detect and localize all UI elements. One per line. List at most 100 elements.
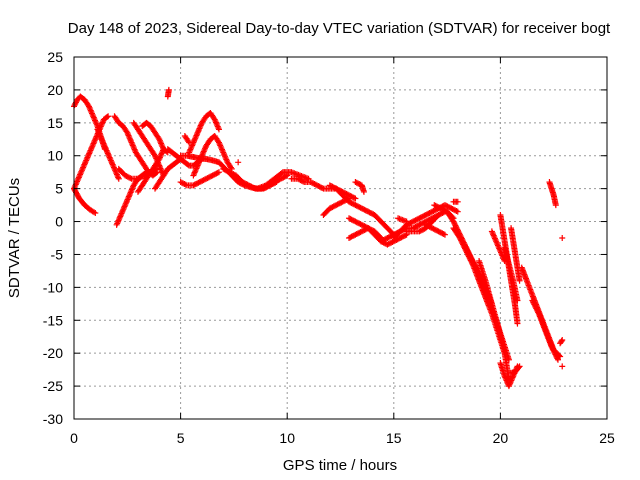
x-tick-label: 5	[177, 430, 185, 446]
data-point-marker	[115, 175, 122, 182]
data-point-marker	[472, 263, 479, 270]
data-point-marker	[376, 233, 383, 240]
data-point-marker	[456, 235, 463, 241]
data-point-marker	[461, 241, 468, 248]
data-point-marker	[72, 100, 79, 107]
data-point-marker	[550, 347, 557, 354]
data-point-marker	[186, 139, 193, 146]
data-point-marker	[552, 202, 559, 209]
data-point-marker	[351, 194, 358, 201]
y-tick-label: -5	[51, 246, 64, 262]
data-point-marker	[466, 252, 473, 259]
data-point-marker	[127, 175, 134, 182]
data-point-marker	[516, 277, 523, 284]
data-point-marker	[182, 181, 189, 188]
data-point-marker	[185, 138, 192, 145]
series-arc-32	[395, 215, 410, 225]
data-point-marker	[515, 364, 522, 371]
x-axis-title: GPS time / hours	[283, 457, 397, 474]
y-tick-label: 10	[47, 148, 63, 164]
series-arc-49	[559, 363, 566, 370]
data-point-marker	[214, 169, 221, 176]
data-point-marker	[516, 363, 523, 370]
series-arc-26	[346, 225, 385, 241]
data-point-marker	[468, 256, 475, 263]
data-point-marker	[215, 169, 222, 176]
data-point-marker	[559, 363, 566, 370]
series-arc-13	[164, 86, 172, 100]
series-arc-19	[254, 169, 312, 192]
series-arc-43	[508, 225, 523, 284]
data-point-marker	[462, 244, 469, 251]
data-point-marker	[458, 237, 465, 244]
y-tick-label: 20	[47, 82, 63, 98]
data-point-marker	[551, 348, 558, 355]
data-point-marker	[552, 351, 559, 358]
y-tick-label: -20	[43, 345, 63, 361]
data-point-marker	[457, 236, 464, 243]
data-point-marker	[440, 231, 447, 238]
data-point-marker	[451, 221, 458, 228]
data-point-marker	[531, 301, 538, 308]
data-point-marker	[352, 195, 359, 202]
data-point-marker	[344, 196, 351, 203]
data-point-marker	[559, 235, 566, 241]
data-point-marker	[227, 164, 234, 171]
series-arc-11	[152, 156, 184, 192]
series-arc-48	[557, 337, 566, 347]
series-arc-44	[488, 228, 508, 265]
series-arc-24	[320, 195, 353, 218]
series-arc-02	[71, 113, 112, 192]
data-point-marker	[441, 231, 448, 238]
series-arc-34	[450, 198, 461, 205]
y-tick-label: -25	[43, 378, 63, 394]
data-point-marker	[104, 114, 111, 121]
chart-title: Day 148 of 2023, Sidereal Day-to-day VTE…	[68, 20, 611, 37]
data-point-marker	[278, 170, 285, 177]
data-point-marker	[454, 198, 461, 205]
series-arc-10	[139, 119, 171, 156]
series-arc-23	[326, 182, 397, 238]
series-arc-21	[235, 159, 242, 166]
y-axis-title: SDTVAR / TECUs	[6, 178, 23, 298]
data-point-marker	[453, 208, 460, 215]
y-tick-label: 15	[47, 115, 63, 131]
data-point-marker	[346, 195, 353, 202]
data-point-marker	[467, 254, 474, 261]
data-point-marker	[514, 320, 521, 327]
data-point-marker	[92, 209, 99, 216]
data-point-marker	[465, 250, 472, 257]
series-arc-42	[501, 244, 521, 304]
series-arc-15	[186, 109, 222, 156]
data-point-marker	[470, 260, 477, 267]
data-point-marker	[549, 344, 556, 351]
axis-ticks: 0 5 10 15 20 25 -30 -25 -20 -15 -10 -5 0 5 10 15 20 25	[43, 49, 615, 446]
y-tick-label: -30	[43, 411, 63, 427]
data-point-marker	[553, 354, 560, 361]
data-point-marker	[451, 219, 458, 226]
data-point-marker	[71, 102, 78, 109]
series-arc-20	[181, 132, 193, 146]
y-tick-label: -15	[43, 312, 63, 328]
series-arc-14	[177, 169, 222, 189]
data-point-marker	[450, 218, 457, 225]
data-point-marker	[533, 305, 540, 312]
data-point-marker	[472, 265, 479, 272]
data-point-marker	[469, 258, 476, 265]
data-point-marker	[558, 338, 565, 345]
plot-frame	[73, 56, 608, 420]
data-point-marker	[530, 300, 537, 307]
data-point-marker	[514, 297, 521, 304]
data-point-marker	[464, 248, 471, 255]
x-tick-label: 25	[599, 430, 615, 446]
data-point-marker	[105, 113, 112, 120]
data-point-marker	[535, 309, 542, 316]
data-point-marker	[468, 257, 475, 264]
data-markers	[71, 86, 566, 390]
data-point-marker	[464, 249, 471, 256]
data-point-marker	[559, 337, 566, 344]
data-point-marker	[403, 218, 410, 225]
data-point-marker	[454, 208, 461, 215]
